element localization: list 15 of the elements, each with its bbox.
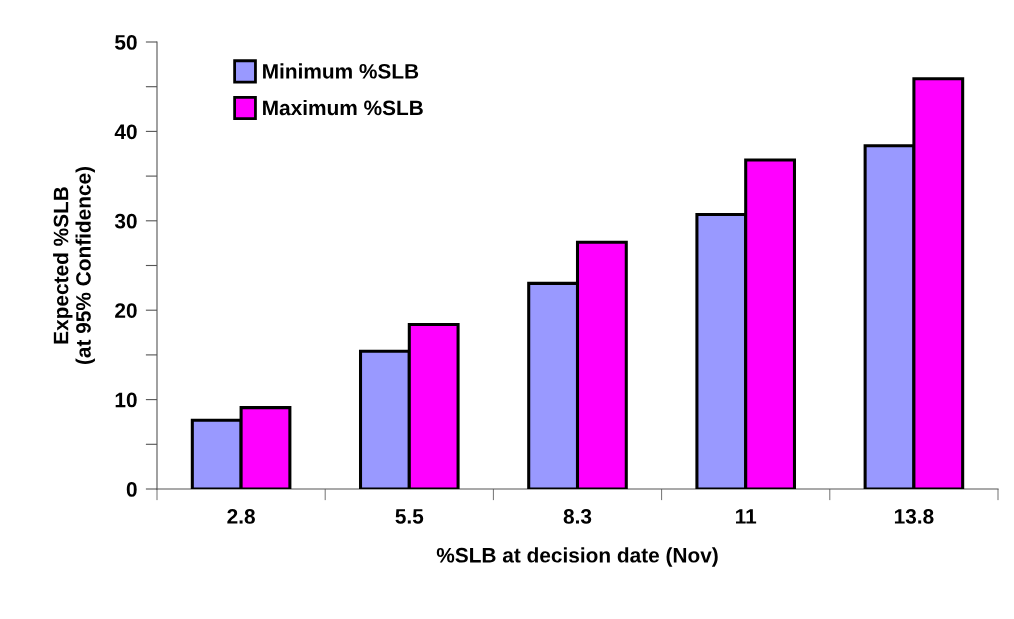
legend-label: Minimum %SLB [263,63,419,79]
x-tick-label: 2.8 [227,508,255,524]
y-tick-label: 30 [114,213,137,229]
x-tick-label: 8.3 [563,508,592,524]
x-axis-title: %SLB at decision date (Nov) [436,547,718,567]
y-tick-label: 40 [114,124,137,140]
x-tick-label: 11 [736,509,757,524]
legend-label: Maximum %SLB [263,99,423,116]
y-axis-title: Expected %SLB (at 95% Confidence) [53,166,95,365]
y-tick-label: 50 [115,35,137,50]
x-tick-label: 13.8 [894,508,934,524]
y-tick-label: 10 [115,392,137,408]
y-tick-label: 0 [126,482,137,497]
y-tick-label: 20 [115,303,137,318]
x-tick-label: 5.5 [395,509,424,524]
